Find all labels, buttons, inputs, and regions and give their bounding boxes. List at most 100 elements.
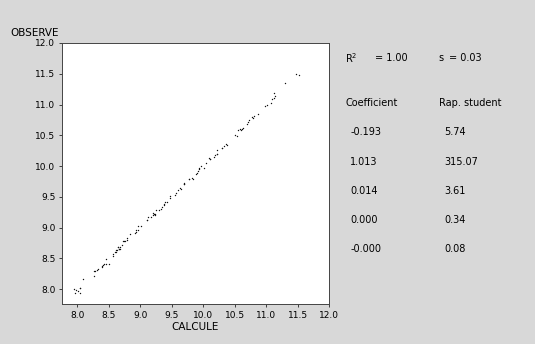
Point <box>102 262 110 267</box>
Text: 315.07: 315.07 <box>444 157 478 167</box>
Point <box>180 181 189 186</box>
Point <box>200 165 208 171</box>
Point <box>144 214 152 219</box>
Point <box>160 201 169 206</box>
Point <box>172 191 181 196</box>
Point <box>212 151 221 157</box>
Point <box>238 126 247 131</box>
Point <box>97 263 106 268</box>
Point <box>166 193 174 199</box>
Point <box>204 155 213 161</box>
Point <box>114 245 123 250</box>
Point <box>232 133 241 138</box>
Text: 0.34: 0.34 <box>444 215 465 225</box>
Point <box>89 268 98 274</box>
Point <box>132 229 140 235</box>
Point <box>222 141 231 147</box>
Point <box>131 231 139 236</box>
Point <box>170 192 179 198</box>
Point <box>150 211 158 217</box>
Point <box>70 290 79 295</box>
X-axis label: CALCULE: CALCULE <box>172 322 219 332</box>
Point <box>176 186 185 191</box>
Point <box>194 165 203 171</box>
Text: 3.61: 3.61 <box>444 186 465 196</box>
Point <box>112 250 120 255</box>
Point <box>126 232 135 237</box>
Point <box>94 266 102 272</box>
Point <box>166 195 174 201</box>
Text: s: s <box>439 53 444 64</box>
Point <box>185 176 194 182</box>
Point <box>119 239 127 244</box>
Point <box>244 119 253 125</box>
Point <box>193 170 201 175</box>
Point <box>219 143 228 148</box>
Point <box>142 217 151 223</box>
Text: -0.000: -0.000 <box>350 244 381 255</box>
Point <box>248 115 257 120</box>
Point <box>202 160 211 166</box>
Point <box>99 262 108 268</box>
Point <box>254 111 263 117</box>
Point <box>180 180 188 185</box>
Point <box>236 127 245 132</box>
Point <box>197 163 205 169</box>
Point <box>109 251 118 256</box>
Point <box>109 254 118 259</box>
Point <box>75 290 84 295</box>
Point <box>270 95 279 101</box>
Point <box>295 72 303 78</box>
Point <box>188 175 196 181</box>
Point <box>271 94 280 99</box>
Point <box>90 268 99 273</box>
Point <box>120 238 128 244</box>
Point <box>100 261 108 266</box>
Point <box>292 71 300 76</box>
Text: R$^2$: R$^2$ <box>345 52 357 65</box>
Point <box>163 199 172 204</box>
Point <box>234 127 242 132</box>
Text: Coefficient: Coefficient <box>345 98 398 108</box>
Point <box>230 133 239 138</box>
Text: -0.193: -0.193 <box>350 127 381 138</box>
Text: Rap. student: Rap. student <box>439 98 501 108</box>
Text: OBSERVE: OBSERVE <box>11 28 59 37</box>
Point <box>185 176 193 182</box>
Text: = 1.00: = 1.00 <box>374 53 407 64</box>
Point <box>261 103 269 108</box>
Point <box>70 287 78 292</box>
Point <box>268 96 277 102</box>
Point <box>93 267 101 273</box>
Point <box>111 249 119 255</box>
Point <box>210 154 219 160</box>
Point <box>161 199 170 204</box>
Text: 0.014: 0.014 <box>350 186 378 196</box>
Point <box>114 247 123 252</box>
Point <box>113 247 121 252</box>
Point <box>123 235 132 241</box>
Point <box>194 168 202 173</box>
Point <box>206 156 215 162</box>
Point <box>177 186 186 191</box>
Point <box>158 204 166 210</box>
Point <box>143 218 152 223</box>
Point <box>160 203 169 208</box>
Point <box>150 212 159 218</box>
Point <box>263 103 271 108</box>
Point <box>217 145 226 151</box>
Text: 0.000: 0.000 <box>350 215 378 225</box>
Point <box>206 157 215 162</box>
Text: 1.013: 1.013 <box>350 157 378 167</box>
Point <box>120 239 129 244</box>
Point <box>116 246 124 251</box>
Point <box>97 264 106 270</box>
Point <box>245 117 254 123</box>
Point <box>134 223 142 229</box>
Point <box>173 187 182 193</box>
Point <box>267 100 276 106</box>
Point <box>281 80 289 86</box>
Point <box>118 243 127 248</box>
Point <box>243 121 251 127</box>
Point <box>79 277 88 282</box>
